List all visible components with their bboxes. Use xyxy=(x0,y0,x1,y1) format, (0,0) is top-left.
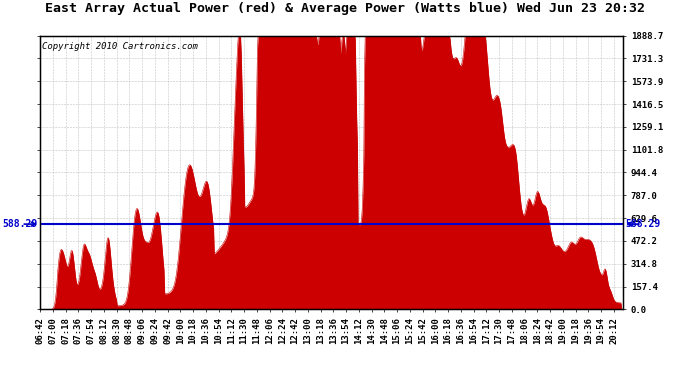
Text: 588.29: 588.29 xyxy=(3,219,38,229)
Text: 588.29: 588.29 xyxy=(625,219,660,229)
Text: Copyright 2010 Cartronics.com: Copyright 2010 Cartronics.com xyxy=(42,42,198,51)
Text: East Array Actual Power (red) & Average Power (Watts blue) Wed Jun 23 20:32: East Array Actual Power (red) & Average … xyxy=(45,2,645,15)
